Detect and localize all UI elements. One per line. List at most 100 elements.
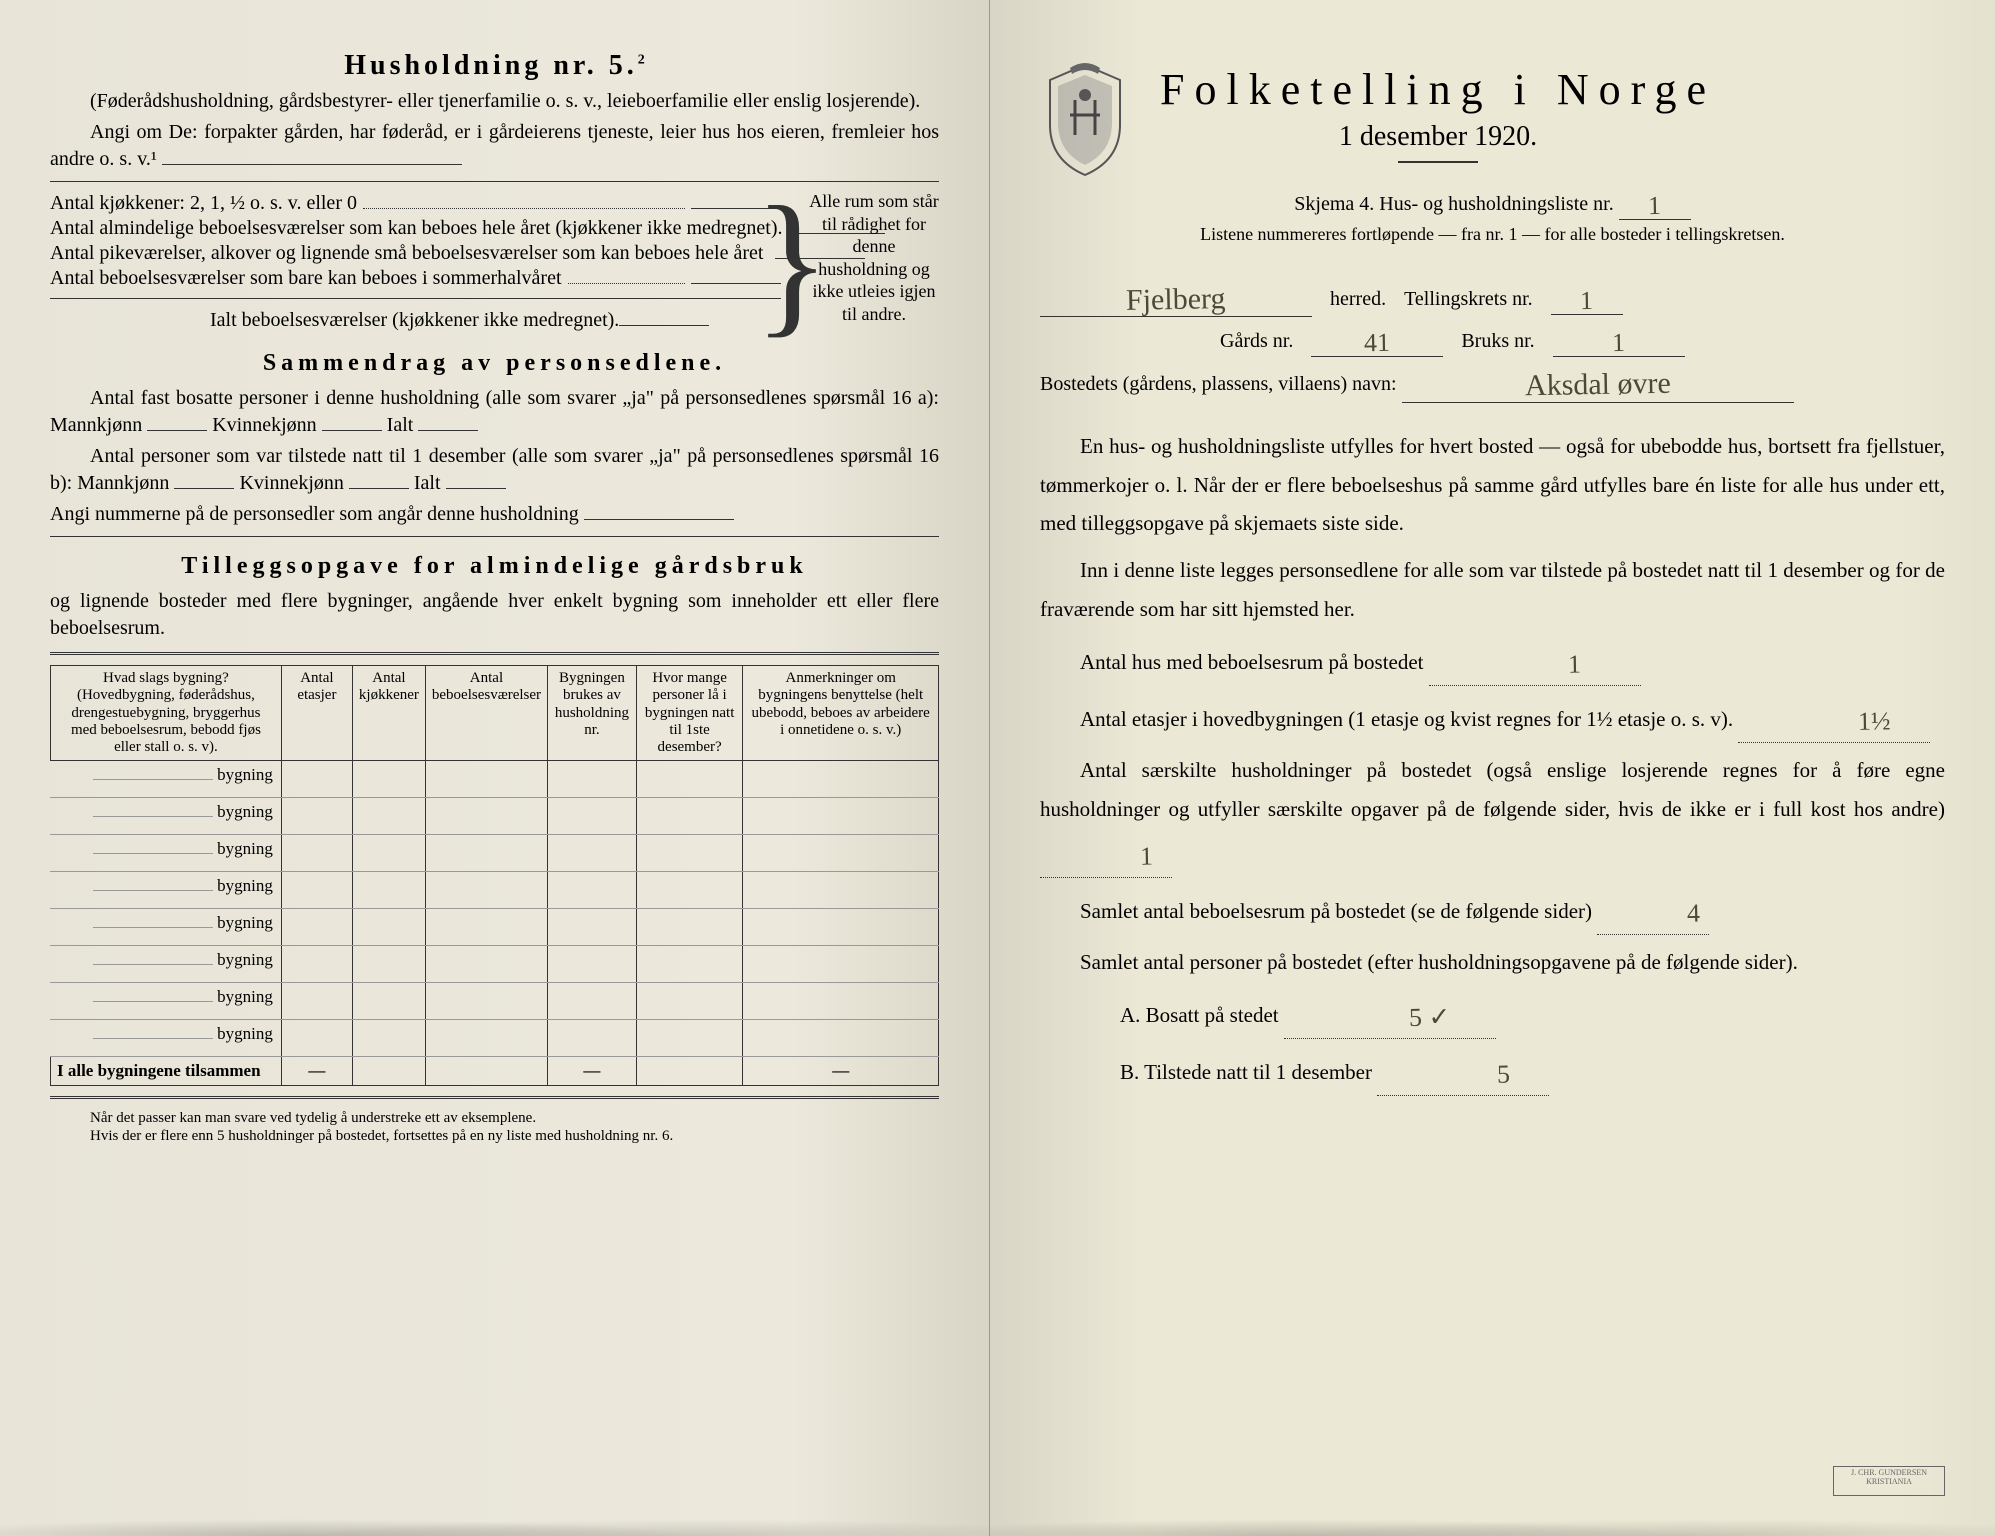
bygning-table: Hvad slags bygning? (Hovedbygning, føder…: [50, 665, 939, 1086]
tillegg-sub: og lignende bosteder med flere bygninger…: [50, 588, 939, 642]
blank-angi: [162, 146, 462, 165]
b-value: 5: [1456, 1051, 1510, 1100]
foot-dash-2: —: [548, 1057, 637, 1086]
gards-value: 41: [1364, 325, 1391, 361]
angi-num-row: Angi nummerne på de personsedler som ang…: [50, 501, 939, 528]
antal-hus-value: 1: [1528, 641, 1582, 690]
table-row: bygning: [51, 872, 939, 909]
body-para-1: En hus- og husholdningsliste utfylles fo…: [1040, 427, 1945, 544]
table-row: bygning: [51, 946, 939, 983]
th-3: Antal beboelsesværelser: [425, 666, 547, 761]
bosted-value: Aksdal øvre: [1524, 364, 1670, 407]
bosted-label: Bostedets (gårdens, plassens, villaens) …: [1040, 373, 1397, 395]
foot-dash-3: —: [743, 1057, 939, 1086]
table-row: bygning: [51, 761, 939, 798]
row-summer-rooms: Antal beboelsesværelser som bare kan beb…: [50, 265, 781, 290]
row-ialt: Ialt beboelsesværelser (kjøkkener ikke m…: [50, 307, 781, 332]
bruks-value: 1: [1612, 325, 1626, 360]
a-row: A. Bosatt på stedet 5 ✓: [1080, 990, 1945, 1039]
heading-sup: 2: [638, 53, 645, 68]
bruks-label: Bruks nr.: [1461, 328, 1534, 355]
blank-ialt-1: [418, 412, 478, 431]
saerskilte-label: Antal særskilte husholdninger på bostede…: [1040, 758, 1945, 821]
footer-label: I alle bygningene tilsammen: [51, 1057, 282, 1086]
row-maid-rooms: Antal pikeværelser, alkover og lignende …: [50, 240, 781, 265]
a-label: A. Bosatt på stedet: [1120, 1003, 1279, 1027]
table-footer-row: I alle bygningene tilsammen — — —: [51, 1057, 939, 1086]
title-divider: [1398, 161, 1478, 163]
row-bygning-label: bygning: [51, 946, 282, 983]
gards-row: Gårds nr. 41 Bruks nr. 1: [1220, 321, 1945, 357]
row-kitchens: Antal kjøkkener: 2, 1, ½ o. s. v. eller …: [50, 190, 781, 215]
th-0: Hvad slags bygning? (Hovedbygning, føder…: [51, 666, 282, 761]
table-row: bygning: [51, 835, 939, 872]
th-1: Antal etasjer: [281, 666, 352, 761]
row-bygning-label: bygning: [51, 1020, 282, 1057]
coat-of-arms-icon: [1040, 60, 1130, 180]
blank-ialt-2: [446, 470, 506, 489]
brace-icon: }: [781, 190, 803, 334]
b-label: B. Tilstede natt til 1 desember: [1120, 1060, 1372, 1084]
rule-dbl-top: [50, 652, 939, 655]
row-bygning-label: bygning: [51, 872, 282, 909]
table-header-row: Hvad slags bygning? (Hovedbygning, føder…: [51, 666, 939, 761]
sub-para-2: Angi om De: forpakter gården, har føderå…: [50, 119, 939, 173]
table-row: bygning: [51, 983, 939, 1020]
summer-rooms-label: Antal beboelsesværelser som bare kan beb…: [50, 267, 562, 290]
row-bygning-label: bygning: [51, 835, 282, 872]
table-row: bygning: [51, 909, 939, 946]
tillegg-heading: Tilleggsopgave for almindelige gårdsbruk: [50, 553, 939, 580]
main-title: Folketelling i Norge: [1160, 64, 1716, 115]
kvinne-2: Kvinnekjønn: [239, 472, 343, 494]
rule-dbl-bot: [50, 1096, 939, 1099]
table-row: bygning: [51, 798, 939, 835]
antal-hus-row: Antal hus med beboelsesrum på bostedet 1: [1040, 637, 1945, 686]
heading-text: Husholdning nr. 5.: [344, 50, 638, 81]
th-5: Hvor mange personer lå i bygningen natt …: [636, 666, 743, 761]
tilstede-row: Antal personer som var tilstede natt til…: [50, 443, 939, 497]
ialt-1: Ialt: [387, 414, 414, 436]
footnote-2: Hvis der er flere enn 5 husholdninger på…: [50, 1127, 939, 1145]
fast-bosatte-row: Antal fast bosatte personer i denne hush…: [50, 385, 939, 439]
brace-note: Alle rum som står til rådighet for denne…: [803, 190, 939, 334]
angi-num-text: Angi nummerne på de personsedler som ang…: [50, 503, 579, 525]
row-bygning-label: bygning: [51, 761, 282, 798]
ialt-label: Ialt beboelsesværelser (kjøkkener ikke m…: [210, 309, 619, 332]
left-page: Husholdning nr. 5.2 (Føderådshusholdning…: [0, 0, 990, 1536]
row-year-rooms: Antal almindelige beboelsesværelser som …: [50, 215, 781, 240]
printer-stamp: J. CHR. GUNDERSENKRISTIANIA: [1833, 1466, 1945, 1496]
samlet-pers-row: Samlet antal personer på bostedet (efter…: [1040, 943, 1945, 982]
th-2: Antal kjøkkener: [352, 666, 425, 761]
rooms-year-label: Antal almindelige beboelsesværelser som …: [50, 217, 783, 240]
body-para-2: Inn i denne liste legges personsedlene f…: [1040, 551, 1945, 629]
blank-angi-num: [584, 501, 734, 520]
listene-line: Listene nummereres fortløpende — fra nr.…: [1040, 224, 1945, 246]
etasjer-label: Antal etasjer i hovedbygningen (1 etasje…: [1080, 707, 1733, 731]
etasjer-value: 1½: [1818, 697, 1891, 746]
saerskilte-value: 1: [1099, 832, 1153, 881]
tkrets-value: 1: [1580, 283, 1594, 318]
antal-hus-label: Antal hus med beboelsesrum på bostedet: [1080, 650, 1424, 674]
row-bygning-label: bygning: [51, 909, 282, 946]
samlet-rum-value: 4: [1646, 890, 1700, 939]
rule-2: [50, 536, 939, 537]
maid-rooms-label: Antal pikeværelser, alkover og lignende …: [50, 242, 763, 265]
herred-row: Fjelberg herred. Tellingskrets nr. 1: [1040, 276, 1945, 318]
row-bygning-label: bygning: [51, 798, 282, 835]
household-heading: Husholdning nr. 5.2: [50, 50, 939, 82]
right-page: Folketelling i Norge 1 desember 1920. Sk…: [990, 0, 1995, 1536]
rooms-block: Antal kjøkkener: 2, 1, ½ o. s. v. eller …: [50, 190, 939, 334]
sub-para-1: (Føderådshusholdning, gårdsbestyrer- ell…: [50, 88, 939, 115]
ialt-2: Ialt: [414, 472, 441, 494]
kvinne-1: Kvinnekjønn: [212, 414, 316, 436]
tkrets-label: Tellingskrets nr.: [1404, 286, 1533, 313]
herred-value: Fjelberg: [1126, 279, 1226, 321]
th-6: Anmerkninger om bygningens benyttelse (h…: [743, 666, 939, 761]
blank-mann-2: [174, 470, 234, 489]
title-row: Folketelling i Norge 1 desember 1920.: [1040, 60, 1945, 180]
samlet-rum-row: Samlet antal beboelsesrum på bostedet (s…: [1040, 886, 1945, 935]
th-4: Bygningen brukes av husholdning nr.: [548, 666, 637, 761]
kitchens-label: Antal kjøkkener: 2, 1, ½ o. s. v. eller …: [50, 192, 357, 215]
herred-label: herred.: [1330, 286, 1386, 313]
row-bygning-label: bygning: [51, 983, 282, 1020]
